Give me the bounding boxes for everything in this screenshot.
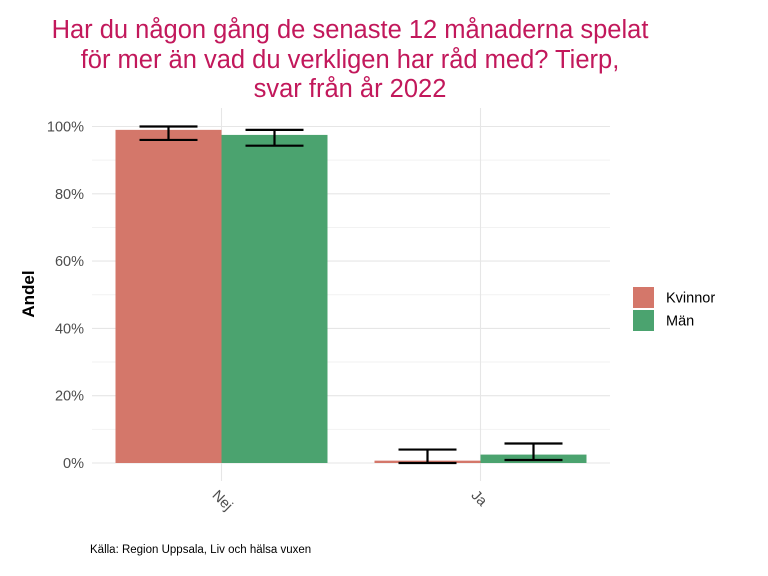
bar bbox=[115, 129, 222, 464]
x-axis: Nej Ja bbox=[209, 488, 491, 515]
bar bbox=[221, 134, 328, 463]
y-tick-label: 0% bbox=[63, 456, 84, 472]
y-axis-label: Andel bbox=[19, 270, 38, 317]
chart-title: Har du någon gång de senaste 12 månadern… bbox=[52, 16, 649, 103]
legend-label: Män bbox=[666, 314, 694, 330]
y-tick-label: 40% bbox=[55, 321, 84, 337]
chart-caption: Källa: Region Uppsala, Liv och hälsa vux… bbox=[90, 544, 311, 556]
error-bar bbox=[398, 448, 457, 465]
y-tick-label: 80% bbox=[55, 187, 84, 203]
x-tick-label: Nej bbox=[209, 488, 236, 515]
chart-title-line: för mer än vad du verkligen har råd med?… bbox=[81, 46, 620, 74]
bars bbox=[115, 129, 587, 464]
y-axis: 0% 20% 40% 60% 80% 100% bbox=[47, 120, 84, 473]
x-tick-label: Ja bbox=[468, 488, 491, 511]
error-bar bbox=[139, 125, 198, 142]
legend-key bbox=[633, 310, 654, 331]
y-tick-label: 60% bbox=[55, 254, 84, 270]
chart-title-line: Har du någon gång de senaste 12 månadern… bbox=[52, 16, 649, 44]
error-bar bbox=[245, 128, 304, 147]
y-tick-label: 20% bbox=[55, 389, 84, 405]
legend: Kvinnor Män bbox=[633, 287, 715, 331]
error-bars bbox=[139, 125, 563, 465]
chart-title-line: svar från år 2022 bbox=[254, 75, 447, 103]
legend-label: Kvinnor bbox=[666, 291, 715, 307]
legend-key bbox=[633, 287, 654, 308]
error-bar bbox=[504, 442, 563, 462]
y-tick-label: 100% bbox=[47, 120, 84, 136]
